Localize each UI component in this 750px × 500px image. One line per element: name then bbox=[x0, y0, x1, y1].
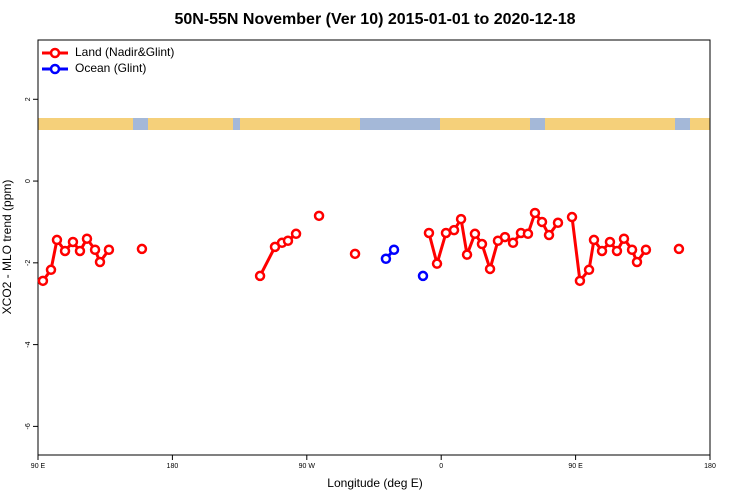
data-point bbox=[136, 243, 148, 255]
data-point bbox=[552, 217, 564, 229]
y-tick-label: -2 bbox=[25, 260, 32, 266]
legend-label: Land (Nadir&Glint) bbox=[75, 45, 174, 59]
data-point bbox=[455, 213, 467, 225]
data-point bbox=[440, 227, 452, 239]
data-point bbox=[349, 248, 361, 260]
data-point bbox=[588, 234, 600, 246]
y-tick-label: 0 bbox=[25, 179, 32, 183]
data-point bbox=[469, 228, 481, 240]
legend-label: Ocean (Glint) bbox=[75, 61, 146, 75]
data-point bbox=[604, 236, 616, 248]
data-point bbox=[484, 263, 496, 275]
data-point bbox=[618, 233, 630, 244]
data-point bbox=[640, 244, 652, 255]
y-tick-label: -4 bbox=[25, 341, 32, 347]
data-point bbox=[282, 235, 294, 247]
data-point bbox=[499, 231, 511, 243]
data-point bbox=[596, 245, 608, 257]
y-tick-label: -6 bbox=[25, 423, 32, 429]
y-tick-label: 2 bbox=[25, 97, 32, 101]
data-point bbox=[94, 256, 106, 268]
x-tick-label: 180 bbox=[704, 463, 716, 470]
data-point bbox=[522, 228, 534, 240]
data-point bbox=[388, 244, 400, 255]
map-strip bbox=[38, 118, 710, 130]
data-point bbox=[290, 228, 302, 240]
data-point bbox=[51, 234, 63, 246]
y-axis-label: XCO2 - MLO trend (ppm) bbox=[0, 180, 14, 315]
data-point bbox=[74, 245, 86, 257]
data-point bbox=[529, 207, 541, 219]
plot-frame bbox=[37, 39, 711, 456]
x-tick-label: 90 E bbox=[31, 463, 46, 470]
data-point bbox=[631, 256, 643, 268]
data-point bbox=[583, 264, 595, 276]
legend-marker bbox=[49, 47, 61, 59]
x-tick-label: 0 bbox=[439, 463, 443, 470]
x-tick-label: 90 E bbox=[568, 463, 583, 470]
data-point bbox=[67, 236, 79, 248]
data-point bbox=[448, 224, 460, 236]
data-point bbox=[566, 211, 578, 223]
data-line bbox=[41, 235, 111, 282]
legend-marker bbox=[49, 63, 61, 75]
data-point bbox=[536, 216, 548, 228]
x-tick-label: 180 bbox=[167, 463, 179, 470]
data-point bbox=[476, 238, 488, 250]
x-axis-label: Longitude (deg E) bbox=[327, 476, 422, 490]
data-point bbox=[626, 244, 638, 255]
data-point bbox=[417, 270, 429, 282]
data-point bbox=[611, 245, 623, 257]
data-point bbox=[89, 244, 101, 255]
x-tick-label: 90 W bbox=[299, 463, 316, 470]
data-point bbox=[431, 258, 443, 269]
data-point bbox=[81, 233, 93, 244]
data-point bbox=[45, 264, 57, 276]
data-point bbox=[673, 243, 685, 255]
data-point bbox=[507, 237, 519, 249]
data-point bbox=[103, 244, 115, 255]
data-point bbox=[59, 245, 71, 257]
data-point bbox=[380, 253, 392, 264]
chart-title: 50N-55N November (Ver 10) 2015-01-01 to … bbox=[174, 11, 575, 28]
data-point bbox=[574, 275, 586, 287]
data-point bbox=[254, 270, 266, 282]
data-point bbox=[543, 229, 555, 241]
data-point bbox=[313, 210, 325, 222]
data-point bbox=[461, 249, 473, 260]
data-point bbox=[37, 275, 49, 287]
data-point bbox=[423, 227, 435, 239]
